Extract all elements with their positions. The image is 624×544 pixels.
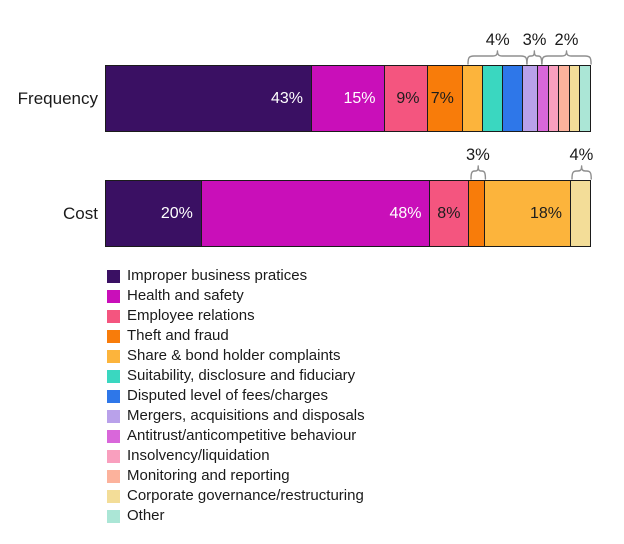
bar-segment: 15% [312,66,385,131]
legend-swatch [107,409,120,423]
brace [526,50,543,65]
bar-segment [469,181,485,246]
bar-segment: 48% [201,181,431,246]
legend-swatch [107,449,120,463]
frequency-annotations: 4% 3% 2% [105,31,592,65]
legend-item: Disputed level of fees/charges [107,386,365,406]
legend-item: Health and safety [107,286,365,306]
legend-swatch [107,269,120,283]
legend-label: Share & bond holder complaints [127,347,341,364]
annotation-percent-label: 3% [522,31,547,49]
brace [541,50,592,65]
legend-label: Suitability, disclosure and fiduciary [127,367,356,384]
bar-segment [559,66,570,131]
legend-label: Improper business pratices [127,267,308,284]
segment-value-label: 43% [270,89,304,107]
bar-segment [548,66,560,131]
legend-label: Corporate governance/restructuring [127,487,364,504]
bar-segment [462,66,483,131]
segment-value-label: 15% [343,89,376,107]
legend-item: Share & bond holder complaints [107,346,365,366]
cost-annotations: 3% 4% [105,146,594,180]
bar-segment: 8% [430,181,470,246]
frequency-bar: 43% 15% 9% 7% [105,65,591,132]
bar-segment [569,66,581,131]
legend-swatch [107,349,120,363]
legend-label: Health and safety [127,287,244,304]
bar-segment: 7% [428,66,463,131]
legend-item: Monitoring and reporting [107,466,365,486]
legend-swatch [107,389,120,403]
legend-item: Insolvency/liquidation [107,446,365,466]
legend-item: Theft and fraud [107,326,365,346]
legend-label: Other [127,507,165,524]
bar-segment [571,181,590,246]
bar-segment [523,66,539,131]
bar-segment [538,66,549,131]
legend-swatch [107,369,120,383]
legend-item: Corporate governance/restructuring [107,486,365,506]
cost-bar: 20% 48% 8% 18% [105,180,591,247]
brace [467,50,528,65]
bar-segment: 43% [106,66,313,131]
annotation-percent-label: 3% [465,146,490,164]
legend-item: Employee relations [107,306,365,326]
bar-segment: 18% [484,181,572,246]
segment-value-label: 7% [430,89,454,107]
annotation-percent-label: 4% [569,146,594,164]
chart-legend: Improper business pratices Health and saf… [107,266,365,526]
legend-item: Antitrust/anticompetitive behaviour [107,426,365,446]
legend-swatch [107,309,120,323]
bar-segment: 9% [384,66,429,131]
legend-item: Improper business pratices [107,266,365,286]
annotation-percent-label: 4% [485,31,510,49]
legend-item: Mergers, acquisitions and disposals [107,406,365,426]
legend-label: Antitrust/anticompetitive behaviour [127,427,357,444]
bar-segment [482,66,503,131]
segment-value-label: 48% [389,204,422,222]
brace [469,165,486,180]
legend-label: Disputed level of fees/charges [127,387,328,404]
bar-segment [580,66,590,131]
legend-swatch [107,289,120,303]
segment-value-label: 18% [529,204,563,222]
category-label-frequency: Frequency [17,88,98,108]
legend-swatch [107,329,120,343]
segment-value-label: 20% [160,204,193,222]
legend-swatch [107,429,120,443]
brace [571,165,592,180]
bar-segment [502,66,524,131]
legend-swatch [107,489,120,503]
annotation-percent-label: 2% [554,31,579,49]
legend-label: Mergers, acquisitions and disposals [127,407,365,424]
legend-swatch [107,469,120,483]
legend-label: Insolvency/liquidation [127,447,270,464]
legend-label: Employee relations [127,307,255,324]
segment-value-label: 9% [396,89,420,107]
legend-label: Theft and fraud [127,327,229,344]
category-label-cost: Cost [63,203,98,223]
legend-item: Suitability, disclosure and fiduciary [107,366,365,386]
segment-value-label: 8% [437,204,461,222]
bar-segment: 20% [106,181,202,246]
legend-label: Monitoring and reporting [127,467,290,484]
legend-item: Other [107,506,365,526]
legend-swatch [107,509,120,523]
